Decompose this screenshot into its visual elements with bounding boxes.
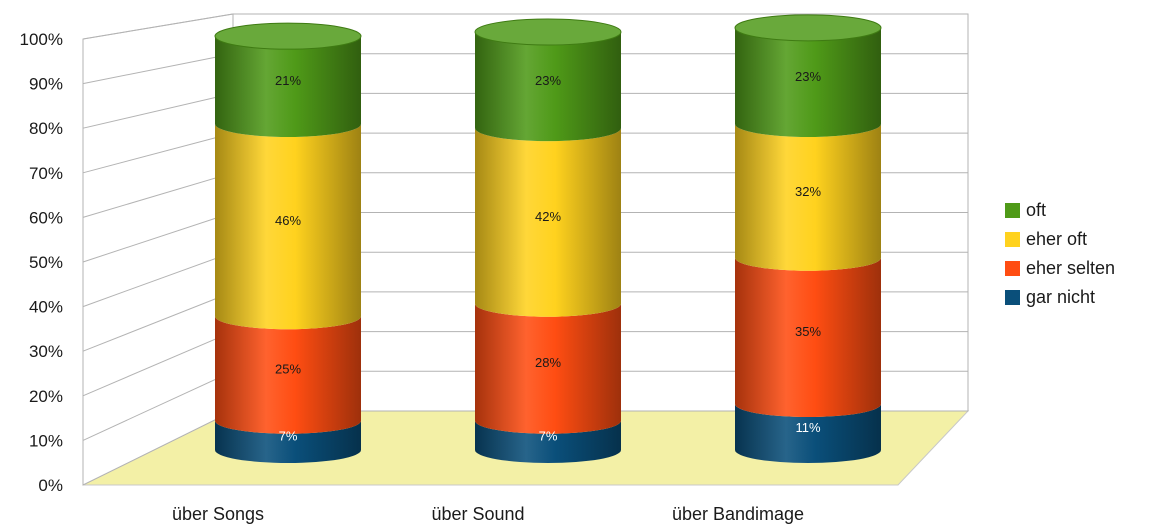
legend-swatch-eher-oft [1005, 232, 1020, 247]
legend-label-oft: oft [1026, 200, 1046, 221]
y-tick-label: 10% [29, 431, 63, 450]
data-label-eher-selten: 28% [535, 355, 561, 370]
data-label-eher-selten: 35% [795, 324, 821, 339]
data-label-gar-nicht: 7% [539, 428, 558, 443]
bar-top-cap [735, 15, 881, 41]
legend-label-eher-selten: eher selten [1026, 258, 1115, 279]
legend-item-gar-nicht: gar nicht [1005, 283, 1115, 312]
chart-side-wall [83, 14, 233, 485]
data-label-oft: 23% [535, 73, 561, 88]
y-tick-label: 70% [29, 164, 63, 183]
legend-item-eher-selten: eher selten [1005, 254, 1115, 283]
data-label-gar-nicht: 7% [279, 428, 298, 443]
legend-item-oft: oft [1005, 196, 1115, 225]
legend-label-gar-nicht: gar nicht [1026, 287, 1095, 308]
y-tick-label: 100% [20, 30, 63, 49]
x-category-label: über Bandimage [672, 504, 804, 524]
legend: oft eher oft eher selten gar nicht [1005, 196, 1115, 312]
x-category-label: über Sound [431, 504, 524, 524]
data-label-oft: 23% [795, 69, 821, 84]
y-tick-label: 40% [29, 298, 63, 317]
bar-top-cap [215, 23, 361, 49]
bar-ueber-bandimage: 11% 35% 32% 23% [735, 15, 881, 463]
legend-item-eher-oft: eher oft [1005, 225, 1115, 254]
y-tick-label: 60% [29, 208, 63, 227]
y-tick-label: 30% [29, 342, 63, 361]
y-tick-label: 20% [29, 387, 63, 406]
bar-top-cap [475, 19, 621, 45]
y-tick-label: 50% [29, 253, 63, 272]
legend-label-eher-oft: eher oft [1026, 229, 1087, 250]
y-tick-label: 90% [29, 75, 63, 94]
bar-ueber-sound: 7% 28% 42% 23% [475, 19, 621, 463]
y-tick-label: 80% [29, 119, 63, 138]
y-tick-label: 0% [38, 476, 63, 495]
data-label-eher-oft: 42% [535, 209, 561, 224]
data-label-gar-nicht: 11% [795, 420, 820, 435]
bar-ueber-songs: 7% 25% 46% 21% [215, 23, 361, 463]
data-label-eher-oft: 32% [795, 184, 821, 199]
legend-swatch-eher-selten [1005, 261, 1020, 276]
data-label-oft: 21% [275, 73, 301, 88]
data-label-eher-oft: 46% [275, 213, 301, 228]
data-label-eher-selten: 25% [275, 361, 301, 376]
legend-swatch-gar-nicht [1005, 290, 1020, 305]
x-category-label: über Songs [172, 504, 264, 524]
legend-swatch-oft [1005, 203, 1020, 218]
